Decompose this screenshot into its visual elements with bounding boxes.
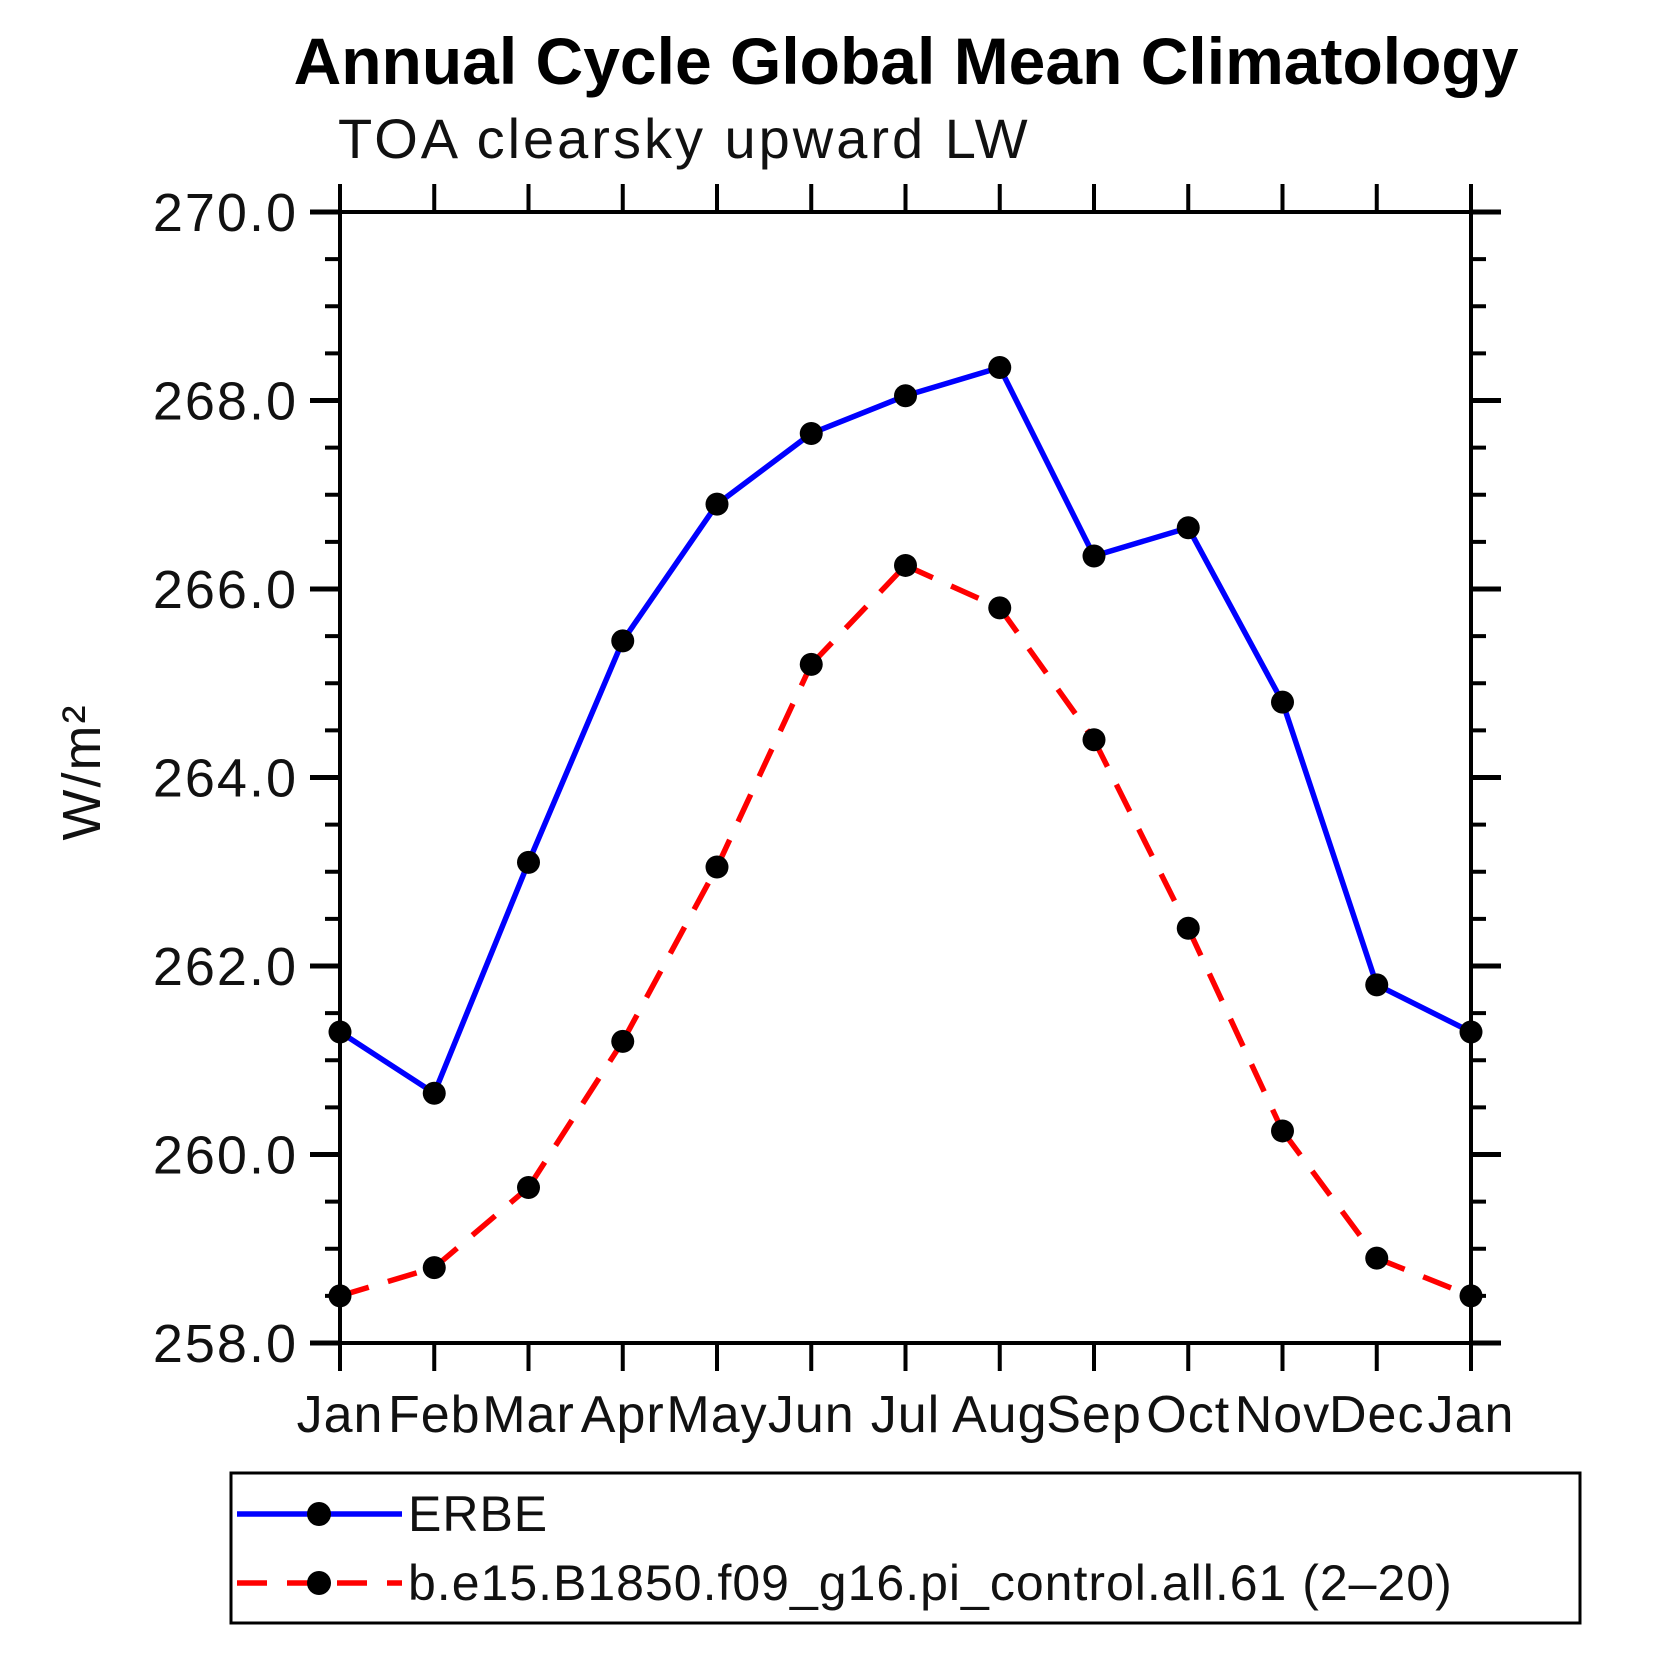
series-segment-erbe [431,861,532,1095]
series-segment-erbe [1375,982,1473,1035]
legend-box [229,1471,1582,1625]
x-tick-label: Apr [581,1386,665,1444]
series-segment-model [997,606,1097,742]
legend-sample-marker-model [307,1571,331,1595]
series-segment-model [1280,1129,1379,1260]
y-tick-label: 266.0 [153,560,298,620]
series-segment-erbe [715,431,813,507]
series-segment-erbe [810,393,907,437]
x-tick-label: May [666,1386,767,1444]
series-segment-erbe [1093,525,1190,559]
legend: ERBE b.e15.B1850.f09_g16.pi_control.all.… [229,1471,1582,1625]
data-point-model [611,1029,635,1053]
y-axis-title: W/m² [52,704,112,841]
series-lines [338,364,1473,1299]
x-tick-label: Mar [482,1386,575,1444]
x-tick-label: Dec [1329,1386,1424,1444]
data-point-model [1176,916,1200,940]
data-point-erbe [1082,544,1106,568]
data-point-model [1271,1119,1294,1143]
y-tick-label: 260.0 [153,1126,298,1186]
series-segment-model [526,1039,626,1189]
x-tick-label: Oct [1146,1386,1230,1444]
data-point-erbe [1271,690,1294,714]
series-markers [328,356,1483,1308]
series-segment-erbe [338,1029,436,1096]
y-tick-labels: 258.0 260.0 262.0 264.0 266.0 268.0 270.0 [153,183,298,1374]
data-point-erbe [705,492,729,516]
data-point-erbe [988,356,1012,380]
data-point-model [1459,1284,1483,1308]
series-segment-erbe [997,366,1097,558]
legend-label-erbe: ERBE [408,1486,548,1542]
plot-frame [310,184,1501,1371]
data-point-erbe [611,629,635,653]
chart-subtitle: TOA clearsky upward LW [338,107,1031,170]
x-tick-label: Jan [1428,1386,1515,1444]
series-segment-erbe [620,502,720,643]
series-segment-model [620,865,720,1043]
data-point-model [705,855,729,879]
series-segment-model [714,663,814,869]
data-point-erbe [1459,1020,1483,1044]
data-point-model [517,1175,540,1199]
plot-border [338,210,1473,1345]
series-segment-model [904,562,1001,611]
y-tick-label: 268.0 [153,372,298,432]
series-segment-erbe [525,639,626,864]
y-tick-label: 270.0 [153,183,298,243]
data-point-erbe [1365,973,1389,997]
series-segment-erbe [904,364,1001,399]
series-segment-model [1185,927,1285,1133]
data-point-model [328,1284,352,1308]
x-tick-label: Sep [1046,1386,1142,1444]
data-point-erbe [799,421,823,445]
y-tick-label: 258.0 [153,1314,298,1374]
series-segment-erbe [1279,701,1380,986]
series-segment-model [809,563,908,667]
series-segment-model [432,1185,531,1270]
x-tick-label: Nov [1235,1386,1330,1444]
data-point-model [799,652,823,676]
legend-label-model: b.e15.B1850.f09_g16.pi_control.all.61 (2… [408,1555,1453,1611]
data-point-model [422,1256,446,1280]
x-tick-label: Jun [768,1386,855,1444]
data-point-erbe [894,384,917,408]
data-point-erbe [422,1081,446,1105]
series-segment-model [1091,738,1191,930]
data-point-model [988,596,1012,620]
data-point-model [1365,1246,1389,1270]
x-tick-label: Feb [388,1386,481,1444]
data-point-erbe [1176,516,1200,540]
chart-title: Annual Cycle Global Mean Climatology [294,24,1519,98]
series-segment-model [1375,1255,1473,1299]
series-segment-model [339,1264,436,1299]
y-tick-label: 264.0 [153,749,298,809]
series-segment-erbe [1185,526,1285,704]
x-tick-label: Aug [952,1386,1048,1444]
data-point-model [1082,728,1106,752]
data-point-erbe [328,1020,352,1044]
data-point-model [894,553,917,577]
x-tick-label: Jan [297,1386,384,1444]
data-point-erbe [517,850,540,874]
y-tick-label: 262.0 [153,937,298,997]
legend-sample-marker-erbe [307,1502,331,1526]
x-tick-label: Jul [871,1386,940,1444]
